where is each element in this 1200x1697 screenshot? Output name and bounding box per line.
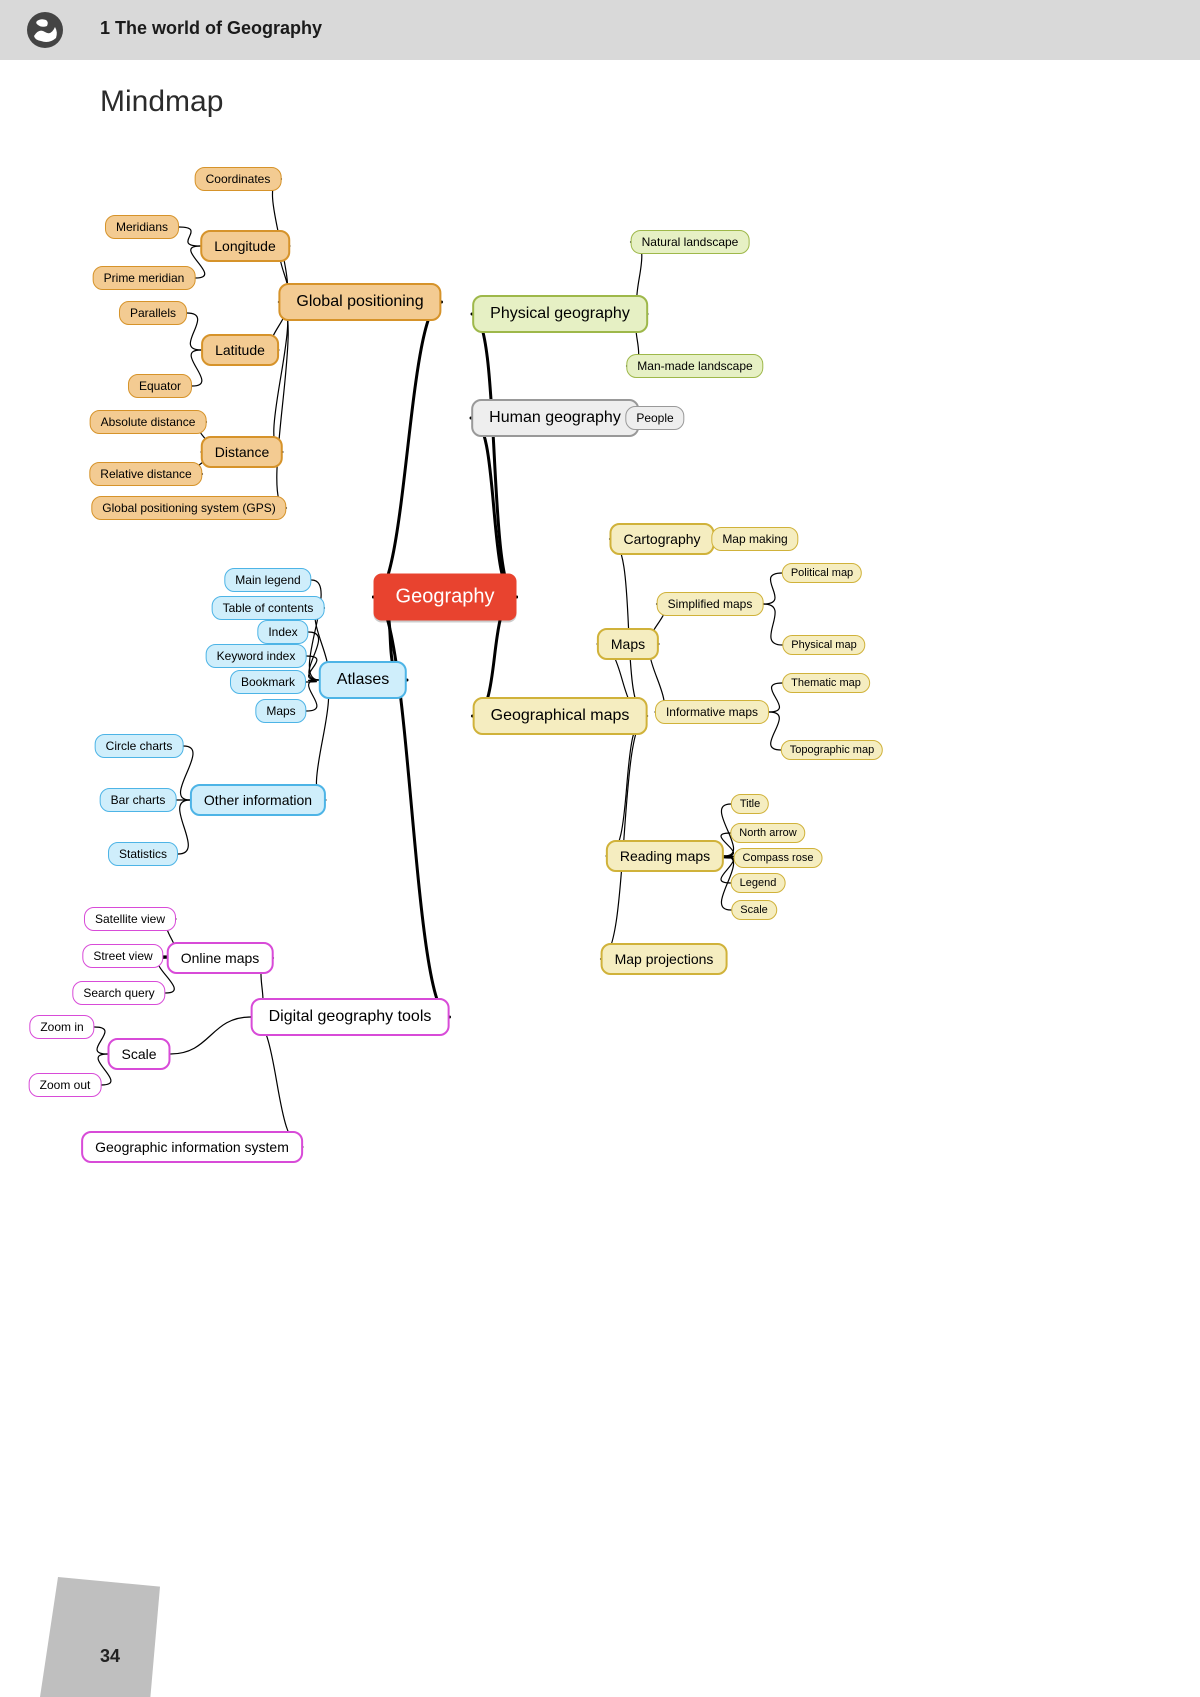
node-gp: Global positioning (278, 283, 441, 321)
node-gp_mer: Meridians (105, 215, 179, 239)
node-phy2: Man-made landscape (626, 354, 763, 378)
footer-shape (40, 1577, 160, 1697)
node-dig_sv: Satellite view (84, 907, 176, 931)
node-geo_read: Reading maps (606, 840, 724, 872)
node-dig_sq: Search query (72, 981, 165, 1005)
node-geo_phy: Physical map (782, 635, 865, 655)
node-geo_maps: Maps (597, 628, 659, 660)
node-atl_bm: Bookmark (230, 670, 306, 694)
node-geo_cart_mm: Map making (711, 527, 798, 551)
node-geo_simp: Simplified maps (657, 592, 764, 616)
node-dig_om: Online maps (167, 942, 274, 974)
node-hum: Human geography (471, 399, 639, 437)
node-phy1: Natural landscape (631, 230, 750, 254)
node-geo_info: Informative maps (655, 700, 769, 724)
node-gp_prime: Prime meridian (93, 266, 196, 290)
node-geo_proj: Map projections (601, 943, 728, 975)
node-atl_toc: Table of contents (212, 596, 325, 620)
node-atl_kw: Keyword index (206, 644, 307, 668)
node-atl: Atlases (319, 661, 407, 699)
node-geo_na: North arrow (730, 823, 805, 843)
node-dig_gis: Geographic information system (81, 1131, 303, 1163)
node-dig: Digital geography tools (251, 998, 450, 1036)
node-atl_idx: Index (257, 620, 308, 644)
node-gp_par: Parallels (119, 301, 187, 325)
node-dig_sc: Scale (107, 1038, 170, 1070)
node-layer: Geography Physical geography Natural lands… (0, 0, 1200, 1697)
node-atl_bc: Bar charts (100, 788, 177, 812)
node-root: Geography (374, 574, 517, 621)
node-gp_rel: Relative distance (89, 462, 202, 486)
node-geo_leg: Legend (731, 873, 786, 893)
node-dig_zo: Zoom out (29, 1073, 102, 1097)
node-atl_st: Statistics (108, 842, 178, 866)
node-hum1: People (625, 406, 684, 430)
page-number: 34 (100, 1646, 120, 1667)
node-geo_cart: Cartography (609, 523, 714, 555)
node-phy: Physical geography (472, 295, 648, 333)
node-geo_title: Title (731, 794, 769, 814)
node-geo_pol: Political map (782, 563, 862, 583)
node-gp_abs: Absolute distance (90, 410, 207, 434)
node-atl_cc: Circle charts (95, 734, 184, 758)
node-gp_long: Longitude (200, 230, 290, 262)
node-gp_eq: Equator (128, 374, 192, 398)
node-atl_oi: Other information (190, 784, 326, 816)
node-dig_zi: Zoom in (29, 1015, 94, 1039)
node-gp_dist: Distance (201, 436, 283, 468)
node-geo_cr: Compass rose (734, 848, 823, 868)
node-atl_mp: Maps (255, 699, 306, 723)
node-gp_coord: Coordinates (195, 167, 282, 191)
node-dig_str: Street view (82, 944, 163, 968)
node-geo: Geographical maps (473, 697, 648, 735)
node-atl_leg: Main legend (224, 568, 311, 592)
node-geo_sc: Scale (731, 900, 777, 920)
node-geo_top: Topographic map (781, 740, 883, 760)
node-geo_the: Thematic map (782, 673, 870, 693)
node-gp_lat: Latitude (201, 334, 279, 366)
node-gp_gps: Global positioning system (GPS) (91, 496, 286, 520)
